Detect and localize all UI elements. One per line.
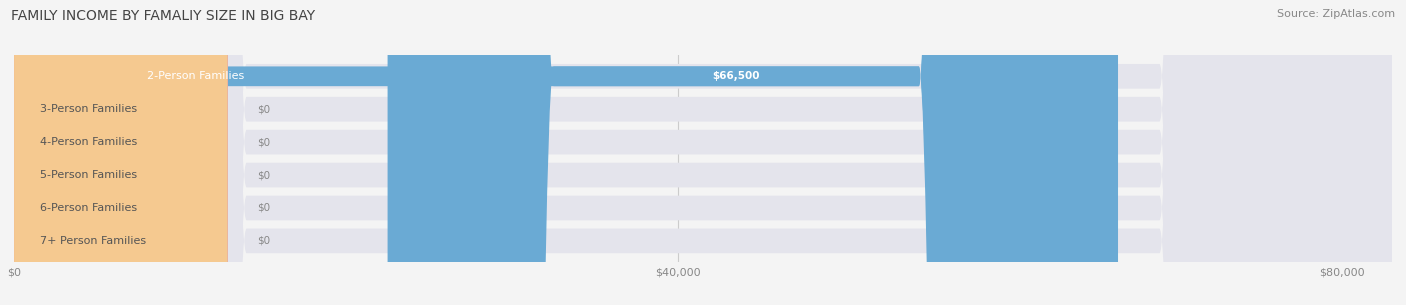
FancyBboxPatch shape bbox=[14, 0, 1392, 305]
FancyBboxPatch shape bbox=[388, 0, 1085, 305]
FancyBboxPatch shape bbox=[14, 0, 1392, 305]
FancyBboxPatch shape bbox=[14, 0, 1392, 305]
FancyBboxPatch shape bbox=[14, 0, 228, 305]
FancyBboxPatch shape bbox=[14, 0, 228, 305]
Text: $0: $0 bbox=[257, 137, 270, 147]
Text: $0: $0 bbox=[257, 170, 270, 180]
Text: 5-Person Families: 5-Person Families bbox=[39, 170, 136, 180]
FancyBboxPatch shape bbox=[14, 0, 1118, 305]
Text: Source: ZipAtlas.com: Source: ZipAtlas.com bbox=[1277, 9, 1395, 19]
Text: FAMILY INCOME BY FAMALIY SIZE IN BIG BAY: FAMILY INCOME BY FAMALIY SIZE IN BIG BAY bbox=[11, 9, 315, 23]
FancyBboxPatch shape bbox=[14, 0, 1392, 305]
FancyBboxPatch shape bbox=[14, 0, 228, 305]
Text: $0: $0 bbox=[257, 104, 270, 114]
FancyBboxPatch shape bbox=[14, 0, 1392, 305]
Text: 6-Person Families: 6-Person Families bbox=[39, 203, 136, 213]
Text: 7+ Person Families: 7+ Person Families bbox=[39, 236, 146, 246]
Text: $0: $0 bbox=[257, 236, 270, 246]
Text: $66,500: $66,500 bbox=[713, 71, 761, 81]
Text: $0: $0 bbox=[257, 203, 270, 213]
FancyBboxPatch shape bbox=[14, 0, 228, 305]
Text: 3-Person Families: 3-Person Families bbox=[39, 104, 136, 114]
FancyBboxPatch shape bbox=[14, 0, 228, 305]
FancyBboxPatch shape bbox=[14, 0, 1392, 305]
Text: 4-Person Families: 4-Person Families bbox=[39, 137, 136, 147]
Text: 2-Person Families: 2-Person Families bbox=[146, 71, 243, 81]
